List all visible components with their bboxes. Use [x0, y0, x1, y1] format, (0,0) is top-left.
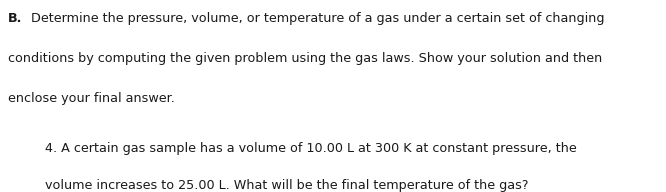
Text: conditions by computing the given problem using the gas laws. Show your solution: conditions by computing the given proble… [8, 52, 602, 65]
Text: 4. A certain gas sample has a volume of 10.00 L at 300 K at constant pressure, t: 4. A certain gas sample has a volume of … [45, 142, 577, 155]
Text: Determine the pressure, volume, or temperature of a gas under a certain set of c: Determine the pressure, volume, or tempe… [27, 12, 604, 25]
Text: enclose your final answer.: enclose your final answer. [8, 92, 175, 105]
Text: B.: B. [8, 12, 23, 25]
Text: volume increases to 25.00 L. What will be the final temperature of the gas?: volume increases to 25.00 L. What will b… [45, 179, 529, 192]
